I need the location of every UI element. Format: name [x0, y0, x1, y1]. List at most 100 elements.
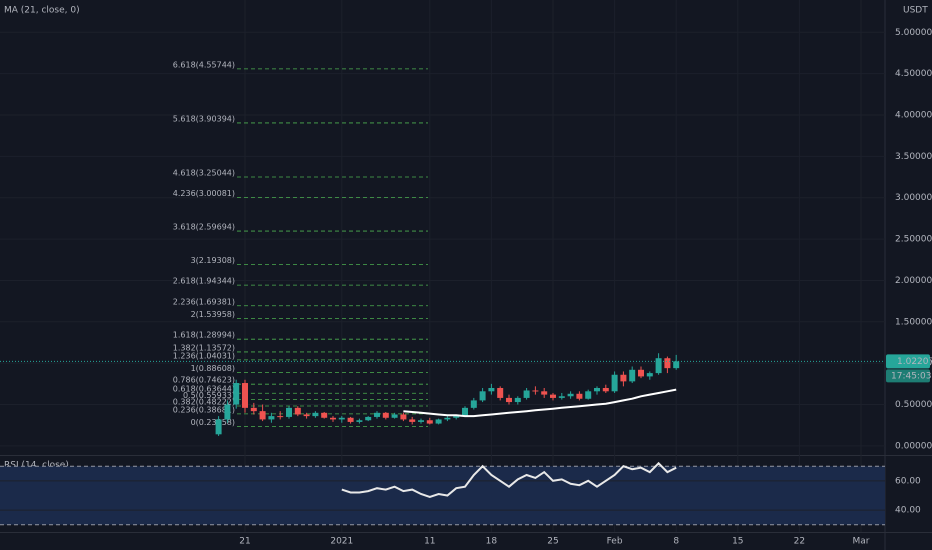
x-tick-label: 21 — [239, 537, 250, 547]
candle-body — [374, 412, 380, 417]
candle-body — [242, 383, 248, 408]
y-tick-label: 40.00 — [895, 506, 921, 516]
fib-label: 1.382(1.13572) — [173, 343, 235, 352]
candle-body — [550, 394, 556, 398]
candle-body — [286, 407, 292, 417]
candle-body — [224, 404, 231, 420]
fib-label: 0.5(0.55933) — [183, 391, 235, 400]
fib-label: 3.618(2.59694) — [173, 223, 235, 232]
candle-body — [620, 374, 627, 382]
x-tick-label: Feb — [607, 537, 623, 547]
candle-body — [391, 414, 398, 418]
x-tick-label: 25 — [547, 537, 558, 547]
x-tick-label: Mar — [853, 537, 870, 547]
candle-body — [514, 397, 521, 403]
candle-body — [453, 416, 460, 418]
candle-body — [541, 391, 548, 395]
y-tick-label: 4.50000 — [895, 69, 932, 79]
y-tick-label: 4.00000 — [895, 110, 932, 120]
fib-label: 1(0.88608) — [191, 364, 235, 373]
candle-body — [303, 414, 310, 417]
candle-body — [444, 417, 451, 420]
candle-body — [215, 419, 222, 435]
series-line — [403, 388, 677, 418]
candle-body — [338, 417, 345, 420]
candle-body — [602, 387, 609, 392]
y-tick-label: 3.50000 — [895, 152, 932, 162]
candle-body — [638, 369, 644, 377]
countdown-tag — [886, 369, 930, 383]
fib-label: 0.236(0.38681) — [173, 405, 235, 414]
countdown-label: 17:45:03 — [891, 371, 931, 381]
candle-body — [576, 393, 583, 399]
y-tick-label: 5.00000 — [895, 28, 932, 38]
candle-body — [594, 387, 600, 392]
series-line — [341, 461, 677, 498]
candle-body — [400, 414, 407, 420]
candle-body — [646, 373, 653, 377]
candle-body — [479, 391, 486, 401]
candle-body — [488, 387, 495, 392]
y-tick-label: 0.00000 — [895, 441, 932, 451]
y-tick-label: 0.50000 — [895, 400, 932, 410]
fib-label: 1.618(1.28994) — [173, 331, 235, 340]
x-tick-label: 15 — [732, 537, 743, 547]
candle-body — [497, 387, 504, 398]
fib-label: 0.786(0.74623) — [173, 376, 235, 385]
y-tick-label: 1.50000 — [895, 317, 932, 327]
indicator-legend: MA (21, close, 0) — [4, 6, 80, 16]
candle-body — [365, 416, 372, 421]
fib-label: 0(0.23258) — [191, 418, 235, 427]
candle-body — [294, 407, 301, 415]
x-tick-label: 22 — [794, 537, 805, 547]
candle-body — [611, 374, 618, 392]
candle-body — [347, 417, 354, 422]
fib-label: 5.618(3.90394) — [173, 114, 235, 123]
y-tick-label: 60.00 — [895, 476, 921, 486]
candle-body — [664, 358, 671, 369]
fib-label: 4.236(3.00081) — [173, 189, 235, 198]
y-tick-label: 2.00000 — [895, 276, 932, 286]
candle-body — [312, 412, 319, 417]
candle-body — [532, 390, 539, 392]
fib-label: 3(2.19308) — [191, 256, 235, 265]
rsi-legend: RSI (14, close) — [4, 461, 69, 471]
candle-body — [506, 397, 512, 403]
candle-body — [418, 420, 424, 422]
fib-label: 6.618(4.55744) — [173, 60, 235, 69]
x-tick-label: 8 — [673, 537, 679, 547]
fib-label: 2.618(1.94344) — [173, 277, 235, 286]
candle-body — [250, 407, 257, 412]
price-tag — [886, 354, 930, 369]
x-tick-label: 18 — [486, 537, 498, 547]
x-tick-label: 2021 — [330, 537, 353, 547]
fib-label: 1.236(1.04031) — [173, 351, 235, 360]
candle-body — [321, 412, 328, 418]
fib-label: 2(1.53958) — [191, 310, 235, 319]
candle-body — [233, 383, 240, 405]
candle-body — [567, 393, 574, 397]
fib-label: 2.236(1.69381) — [173, 297, 235, 306]
candle-body — [277, 416, 284, 418]
candle-body — [356, 420, 363, 422]
candle-body — [259, 411, 266, 420]
currency: USDT — [903, 6, 928, 16]
candle-body — [558, 396, 565, 398]
candle-body — [268, 416, 275, 420]
candle-body — [470, 400, 477, 408]
candle-body — [523, 390, 530, 398]
candle-body — [426, 420, 433, 424]
candle-body — [409, 419, 416, 422]
fib-label: 0.382(0.48222) — [173, 398, 235, 407]
candle-body — [629, 369, 636, 382]
candle-body — [435, 419, 442, 424]
x-tick-label: 11 — [424, 537, 435, 547]
candle-body — [655, 358, 662, 374]
candle-body — [585, 391, 592, 399]
candle-body — [382, 412, 389, 418]
y-tick-label: 3.00000 — [895, 193, 932, 203]
candle-body — [462, 407, 468, 417]
fib-label: 0.618(0.63644) — [173, 385, 235, 394]
